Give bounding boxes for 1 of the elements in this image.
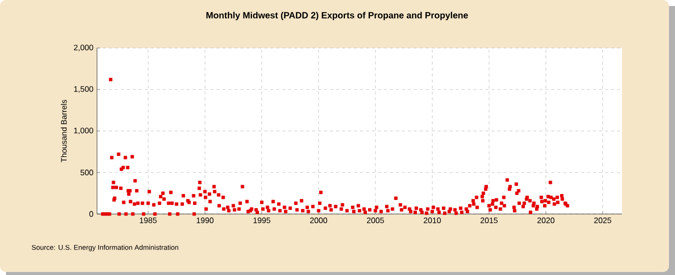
chart-title: Monthly Midwest (PADD 2) Exports of Propane and Propylene: [206, 12, 468, 20]
